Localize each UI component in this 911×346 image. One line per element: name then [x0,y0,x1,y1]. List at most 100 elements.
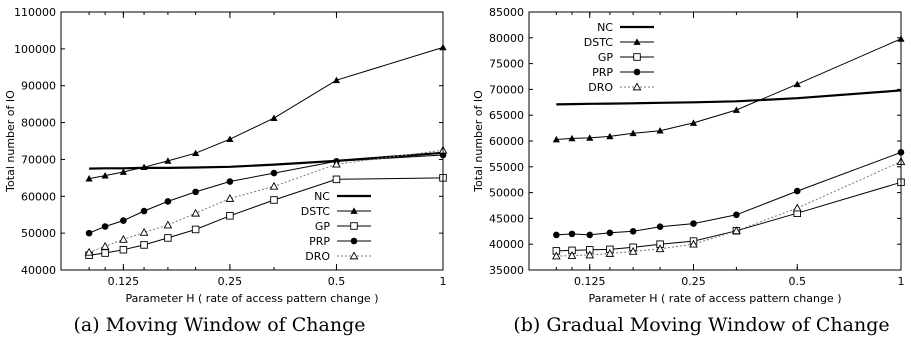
data-point-prp [656,223,664,230]
data-point-dstc [568,134,576,142]
data-point-prp [226,178,234,185]
data-point-dstc [732,106,741,113]
x-tick-label: 1 [440,275,447,288]
series-line-dstc [556,38,902,140]
series-line-nc [89,151,444,170]
x-tick-label: 0.25 [218,275,243,288]
legend-marker-prp [633,68,641,76]
data-point-dro [792,203,802,212]
data-point-dstc [656,127,664,134]
legend-marker-dro [632,82,642,91]
legend-label: GP [315,220,331,233]
data-point-dstc [629,129,637,137]
plot-frame [60,11,444,271]
data-point-dstc [586,134,594,141]
data-point-dro [225,193,235,202]
y-tick-label: 60000 [489,135,524,148]
data-point-prp [164,198,172,205]
chart-caption: (b) Gradual Moving Window of Change [513,314,890,336]
data-point-dro [605,248,615,257]
legend-label: DRO [305,250,330,263]
data-point-dstc [793,80,801,88]
y-tick-label: 90000 [21,80,56,93]
data-point-dstc [552,135,560,143]
chart-caption: (a) Moving Window of Change [73,314,366,336]
data-point-dstc [140,163,148,171]
x-tick-label: 0.5 [788,275,806,288]
data-point-dro [628,246,638,255]
data-point-prp [553,231,560,239]
legend-label: NC [597,21,613,34]
legend-label: DRO [588,81,613,94]
data-point-dstc [85,174,93,182]
data-point-dro [163,220,173,229]
data-point-dstc [192,149,200,157]
y-tick-label: 80000 [489,32,524,45]
legend-label: PRP [592,66,613,79]
data-point-prp [606,229,614,237]
y-tick-label: 55000 [489,161,524,174]
legend-marker-dro [349,251,359,260]
data-point-dro [191,208,200,217]
series-line-gp [89,177,444,256]
data-point-prp [568,230,576,238]
data-point-prp [120,217,127,224]
y-tick-label: 60000 [21,190,56,203]
y-axis-label: Total number of IO [472,90,485,193]
y-tick-label: 40000 [489,238,524,251]
data-point-gp [164,234,172,242]
series-line-dstc [89,46,444,180]
data-point-dstc [119,168,127,175]
data-point-gp [332,175,341,184]
series-line-prp [556,151,902,236]
legend-label: PRP [309,235,330,248]
data-point-dro [269,181,279,190]
y-tick-label: 75000 [489,58,524,71]
data-point-dstc [270,114,278,122]
y-tick-label: 35000 [489,264,524,277]
plot-frame [528,11,902,271]
data-point-dro [732,226,741,235]
chart-panel-b: 35000 40000 45000 50000 55000 60000 65000 70000… [456,0,911,346]
y-tick-label: 70000 [21,153,56,166]
data-point-dro [689,239,698,248]
data-point-dro [332,159,341,168]
y-tick-label: 100000 [14,43,56,56]
legend-marker-dstc [350,207,358,214]
y-tick-label: 65000 [489,109,524,122]
data-point-gp [101,249,109,257]
data-point-prp [85,229,93,237]
data-point-prp [629,228,637,235]
x-tick-label: 0.125 [574,275,606,288]
legend-marker-gp [633,53,641,61]
legend-label: DSTC [301,205,331,218]
data-point-prp [192,188,199,196]
y-tick-label: 80000 [21,117,56,130]
data-point-prp [270,169,278,177]
data-point-prp [793,187,801,195]
data-point-prp [101,223,109,230]
data-point-gp [140,241,148,249]
data-point-dstc [606,132,614,140]
data-point-prp [733,211,740,219]
y-tick-label: 110000 [14,6,56,19]
data-point-gp [226,212,234,220]
y-tick-label: 50000 [21,227,56,240]
legend-marker-prp [350,237,358,245]
data-point-dstc [101,172,109,179]
data-point-gp [270,196,278,204]
x-tick-label: 1 [898,275,905,288]
chart-panel-a: 40000 50000 60000 70000 80000 90000 100000 1100… [0,0,455,346]
data-point-prp [690,220,697,227]
x-axis-label: Parameter H ( rate of access pattern cha… [589,292,842,305]
legend-marker-gp [350,222,358,230]
y-axis-label: Total number of IO [4,90,17,193]
line-chart-moving-window: 40000 50000 60000 70000 80000 90000 100000 1100… [4,6,448,305]
y-tick-label: 70000 [489,83,524,96]
data-point-dro [585,250,595,259]
data-point-dro [567,251,577,259]
data-point-dstc [226,135,234,143]
legend-marker-dstc [633,38,641,45]
data-point-dro [84,247,94,256]
x-tick-label: 0.25 [681,275,706,288]
